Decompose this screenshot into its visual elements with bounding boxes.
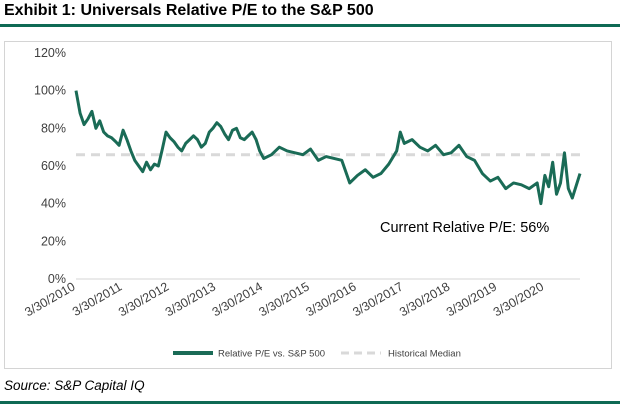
x-tick-label: 3/30/2020: [491, 279, 546, 319]
x-axis: 3/30/20103/30/20113/30/20123/30/20133/30…: [22, 278, 580, 319]
y-tick-label: 0%: [48, 272, 66, 286]
bottom-rule: [0, 401, 620, 404]
x-tick-label: 3/30/2019: [444, 279, 499, 319]
x-tick-label: 3/30/2018: [397, 279, 452, 319]
y-tick-label: 100%: [34, 84, 66, 98]
legend-label-historical-median: Historical Median: [388, 349, 461, 360]
x-tick-label: 3/30/2016: [304, 279, 359, 319]
exhibit-title: Exhibit 1: Universals Relative P/E to th…: [4, 2, 374, 19]
y-tick-label: 40%: [41, 197, 66, 211]
x-tick-label: 3/30/2015: [257, 279, 312, 319]
x-tick-label: 3/30/2013: [163, 279, 218, 319]
chart-frame: 0% 20% 40% 60% 80% 100% 120% 3/30/2010 3/30/201…: [4, 41, 612, 369]
legend-label-relative-pe: Relative P/E vs. S&P 500: [218, 349, 325, 360]
line-chart: 0% 20% 40% 60% 80% 100% 120% 3/30/20103/30/201…: [22, 46, 582, 360]
legend: Relative P/E vs. S&P 500 Historical Media…: [173, 349, 461, 360]
y-tick-label: 60%: [41, 159, 66, 173]
plot-area: [74, 90, 582, 206]
y-tick-label: 120%: [34, 46, 66, 60]
y-tick-label: 20%: [41, 234, 66, 248]
x-tick-label: 3/30/2017: [350, 279, 405, 319]
source-note: Source: S&P Capital IQ: [4, 378, 145, 393]
y-axis: 0% 20% 40% 60% 80% 100% 120%: [34, 46, 66, 286]
x-tick-label: 3/30/2012: [116, 279, 171, 319]
top-rule: [0, 24, 620, 27]
y-tick-label: 80%: [41, 121, 66, 135]
x-tick-label: 3/30/2011: [70, 279, 124, 318]
x-tick-label: 3/30/2014: [210, 279, 265, 319]
series-relative-pe-line: [74, 90, 582, 206]
current-pe-annotation: Current Relative P/E: 56%: [380, 220, 549, 236]
